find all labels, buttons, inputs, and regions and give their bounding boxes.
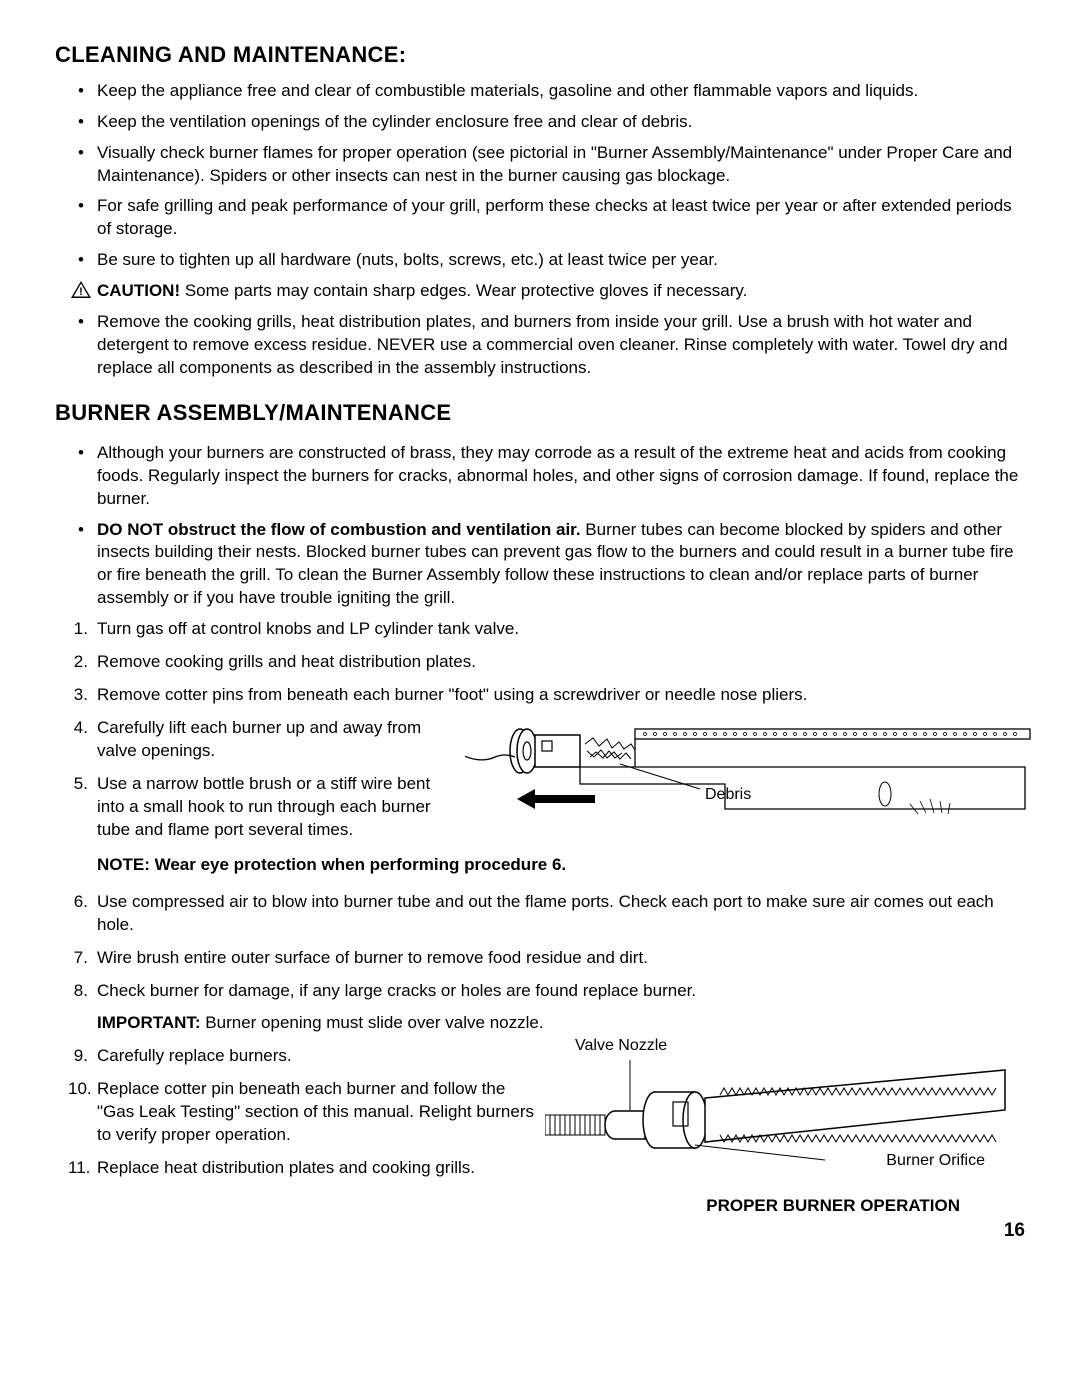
note-line: NOTE: Wear eye protection when performin… — [55, 854, 1025, 877]
svg-text:!: ! — [79, 286, 83, 298]
list-item: For safe grilling and peak performance o… — [55, 195, 1025, 241]
list-item: Be sure to tighten up all hardware (nuts… — [55, 249, 1025, 272]
burner-nozzle-diagram: Valve Nozzle Burner Orifice — [545, 1040, 1015, 1192]
list-item: Although your burners are constructed of… — [55, 442, 1025, 511]
list-item: Carefully lift each burner up and away f… — [55, 717, 455, 763]
section2-bullets: Although your burners are constructed of… — [55, 442, 1025, 611]
steps-list-a: Turn gas off at control knobs and LP cyl… — [55, 618, 1025, 707]
important-text: Burner opening must slide over valve noz… — [201, 1013, 544, 1032]
orifice-label: Burner Orifice — [886, 1150, 985, 1172]
important-bold: IMPORTANT: — [97, 1013, 201, 1032]
list-item: Keep the appliance free and clear of com… — [55, 80, 1025, 103]
list-item: Replace cotter pin beneath each burner a… — [55, 1078, 545, 1147]
list-item: Wire brush entire outer surface of burne… — [55, 947, 1025, 970]
list-item: Remove cotter pins from beneath each bur… — [55, 684, 1025, 707]
list-item: Visually check burner flames for proper … — [55, 142, 1025, 188]
section1-heading: CLEANING AND MAINTENANCE: — [55, 40, 1025, 70]
section2-heading: BURNER ASSEMBLY/MAINTENANCE — [55, 398, 1025, 428]
list-item: Remove cooking grills and heat distribut… — [55, 651, 1025, 674]
bullet-bold: DO NOT obstruct the flow of combustion a… — [97, 520, 581, 539]
list-item: Replace heat distribution plates and coo… — [55, 1157, 545, 1180]
list-item: DO NOT obstruct the flow of combustion a… — [55, 519, 1025, 611]
list-item: Remove the cooking grills, heat distribu… — [55, 311, 1025, 380]
diagram1-wrap: Carefully lift each burner up and away f… — [55, 717, 1025, 842]
list-item: Keep the ventilation openings of the cyl… — [55, 111, 1025, 134]
list-item: Check burner for damage, if any large cr… — [55, 980, 1025, 1003]
caution-bold: CAUTION! — [97, 281, 180, 300]
list-item: Use a narrow bottle brush or a stiff wir… — [55, 773, 455, 842]
diagram2-wrap: Carefully replace burners. Replace cotte… — [55, 1045, 1025, 1180]
section1-bullets: Keep the appliance free and clear of com… — [55, 80, 1025, 273]
steps-list-c: Use compressed air to blow into burner t… — [55, 891, 1025, 1003]
page-number: 16 — [55, 1218, 1025, 1244]
steps-list-b: Carefully lift each burner up and away f… — [55, 717, 455, 842]
warning-icon: ! — [71, 281, 91, 298]
nozzle-label: Valve Nozzle — [575, 1035, 667, 1057]
debris-label: Debris — [705, 784, 751, 806]
diagram2-caption: PROPER BURNER OPERATION — [706, 1195, 960, 1218]
steps-list-d: Carefully replace burners. Replace cotte… — [55, 1045, 545, 1180]
important-line: IMPORTANT: Burner opening must slide ove… — [55, 1012, 1025, 1035]
caution-line: ! CAUTION! Some parts may contain sharp … — [55, 280, 1025, 303]
list-item: Carefully replace burners. — [55, 1045, 545, 1068]
list-item: Use compressed air to blow into burner t… — [55, 891, 1025, 937]
list-item: Turn gas off at control knobs and LP cyl… — [55, 618, 1025, 641]
caution-text: Some parts may contain sharp edges. Wear… — [180, 281, 747, 300]
section1-bullets-after: Remove the cooking grills, heat distribu… — [55, 311, 1025, 380]
burner-debris-diagram: Debris — [465, 709, 1035, 836]
